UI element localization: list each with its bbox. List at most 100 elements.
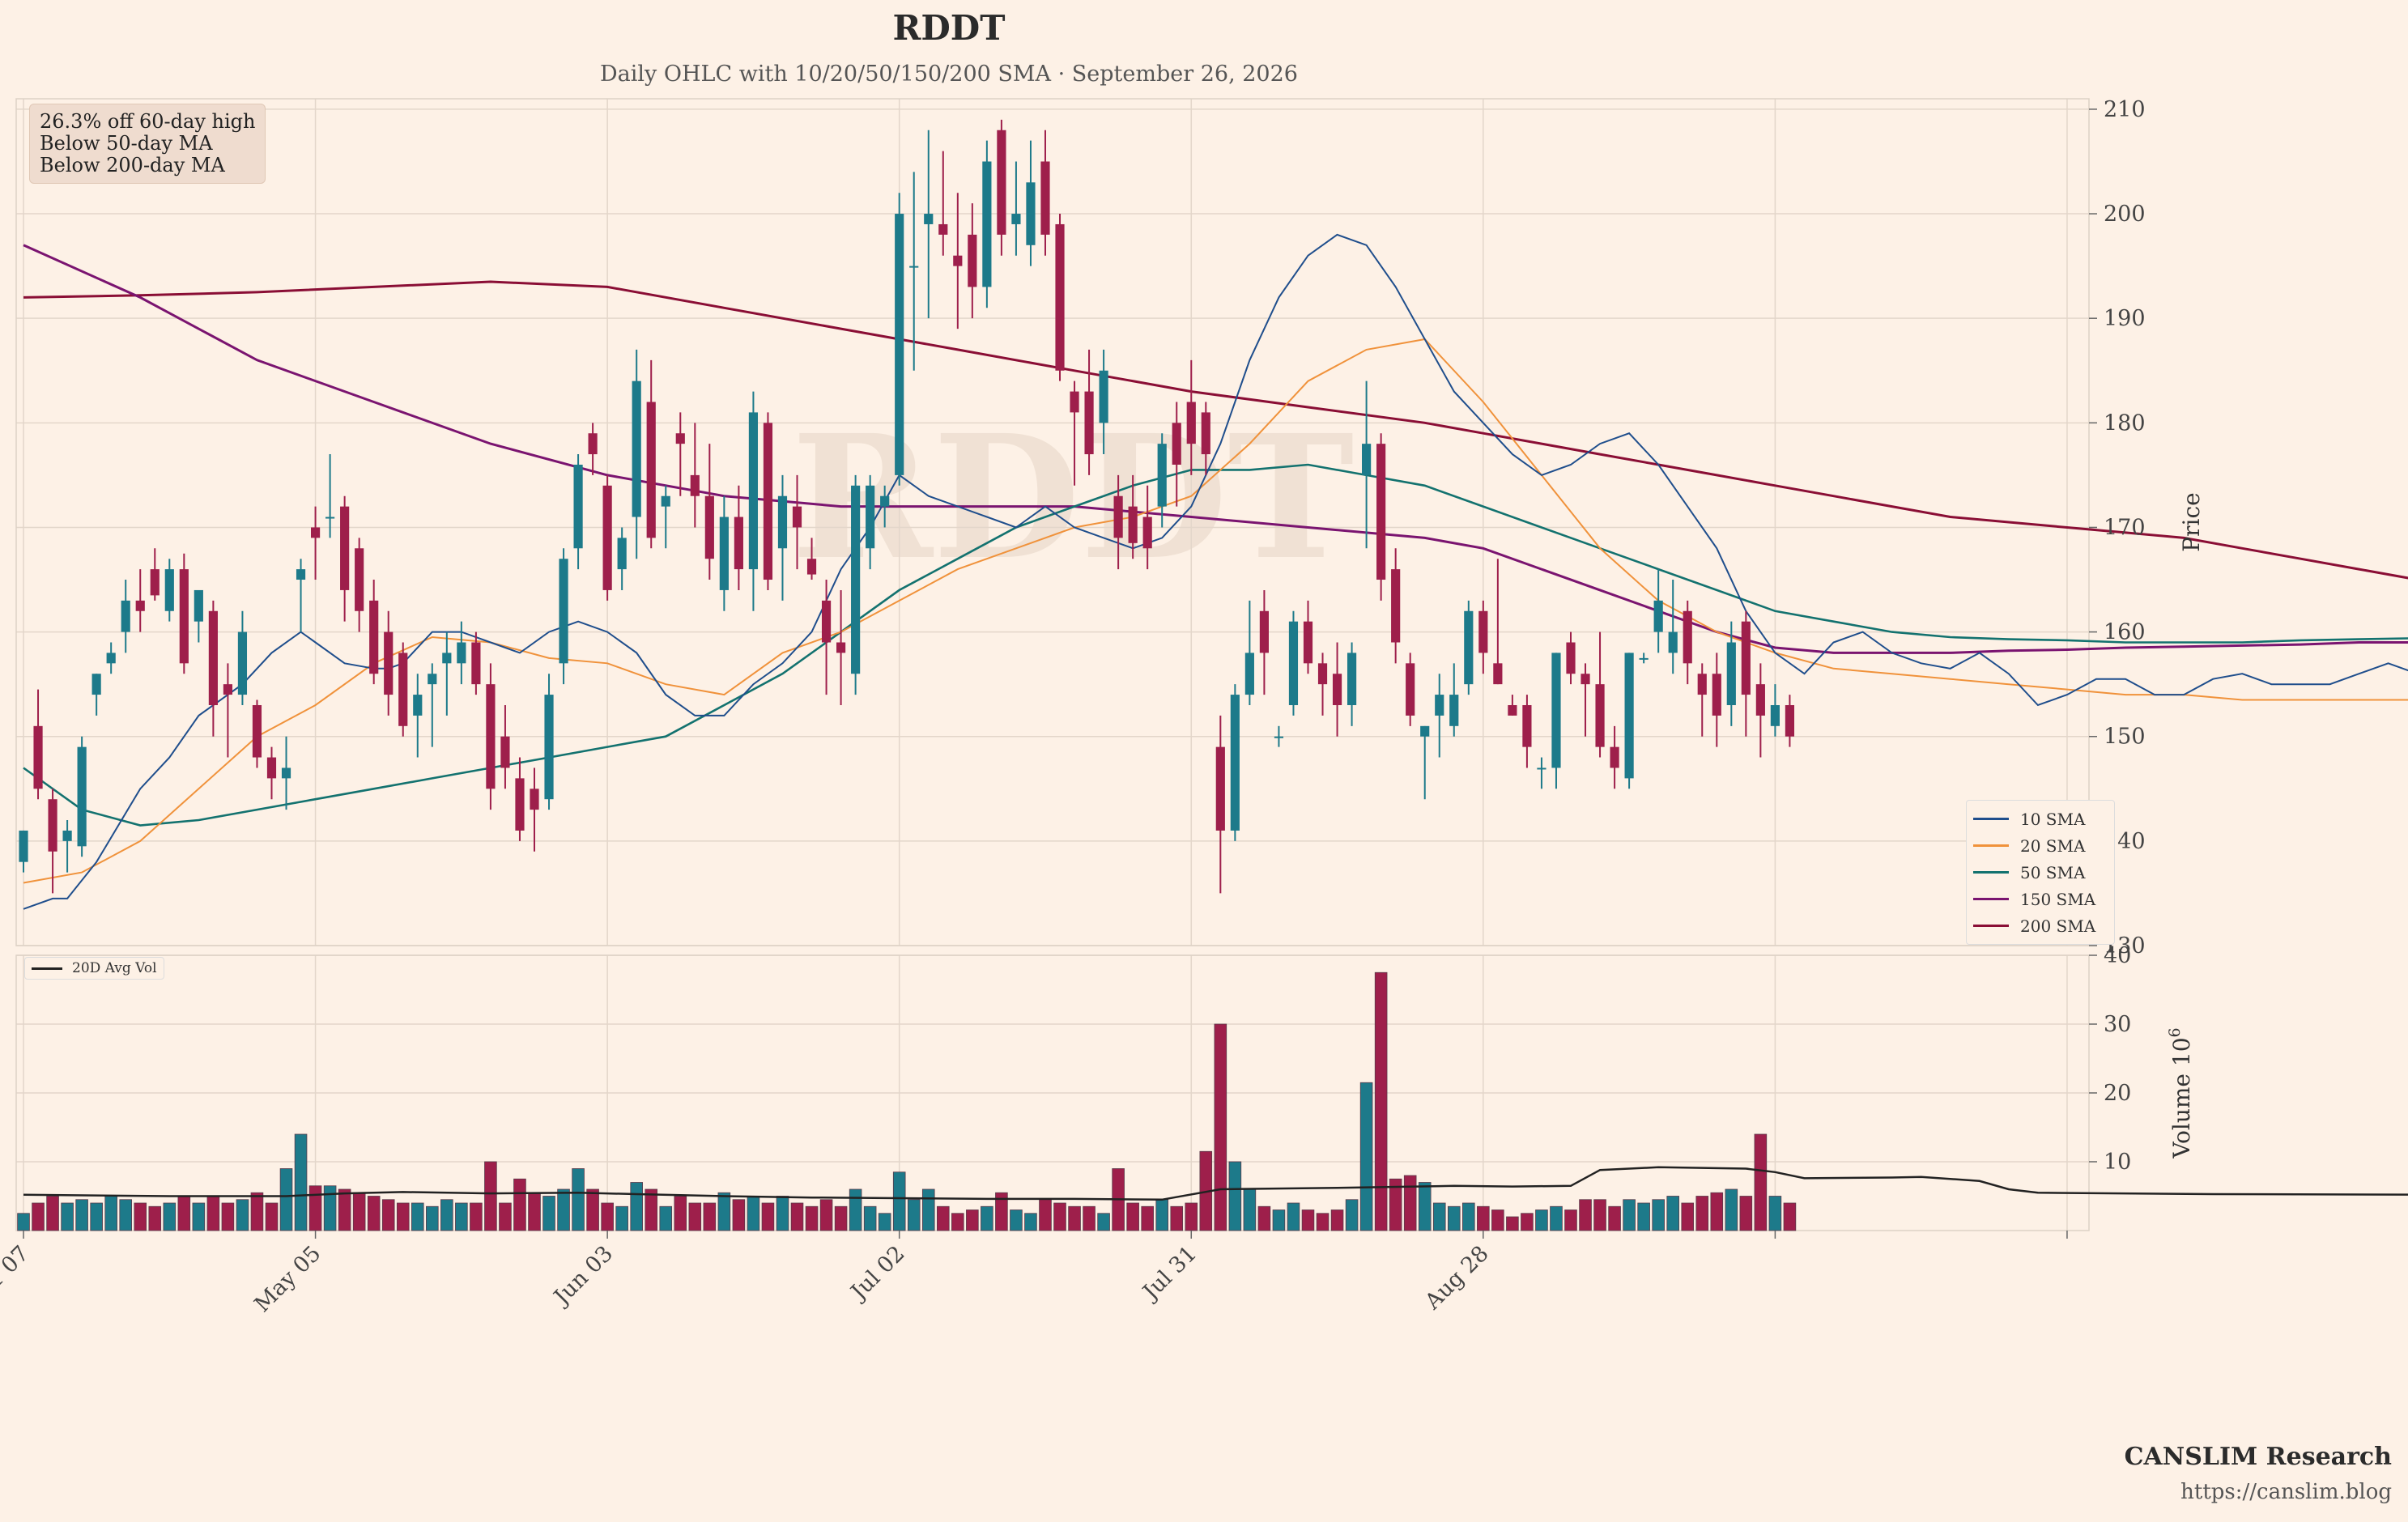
volume-bar bbox=[878, 1213, 891, 1231]
volume-bar bbox=[645, 1188, 658, 1231]
avg-volume-line bbox=[23, 1166, 2408, 1201]
candle-body bbox=[1376, 444, 1386, 580]
candle-body bbox=[91, 674, 101, 695]
volume-bar bbox=[1550, 1205, 1563, 1231]
candle-body bbox=[1011, 214, 1021, 224]
price-tick-label: 200 bbox=[2104, 202, 2146, 227]
candle-body bbox=[1566, 642, 1576, 674]
candle-body bbox=[486, 684, 496, 789]
volume-bar bbox=[601, 1202, 614, 1231]
volume-bar bbox=[134, 1202, 147, 1231]
candle-body bbox=[530, 789, 539, 810]
x-tick-label: Jun 03 bbox=[547, 1241, 618, 1312]
candle-body bbox=[1755, 684, 1765, 716]
candle-body bbox=[398, 653, 408, 726]
candles bbox=[19, 119, 1795, 894]
candle-body bbox=[121, 600, 130, 632]
candle-body bbox=[704, 495, 714, 559]
sma50-line bbox=[23, 463, 2408, 827]
volume-bar bbox=[32, 1202, 45, 1231]
x-tick-label: Aug 28 bbox=[1419, 1241, 1493, 1315]
volume-legend: 20D Avg Vol bbox=[24, 957, 164, 980]
annotation-line: 26.3% off 60-day high bbox=[40, 110, 256, 133]
volume-bar bbox=[1039, 1199, 1052, 1231]
chart-subtitle: Daily OHLC with 10/20/50/150/200 SMA · S… bbox=[600, 62, 1298, 87]
volume-bar bbox=[1535, 1210, 1548, 1231]
sma200-line bbox=[23, 280, 2408, 580]
candle-body bbox=[1172, 423, 1181, 465]
volume-bar bbox=[513, 1178, 526, 1231]
candle-body bbox=[821, 600, 832, 643]
volume-bar bbox=[250, 1192, 264, 1231]
candle-body bbox=[1274, 736, 1284, 738]
volume-bar bbox=[1623, 1199, 1636, 1231]
candle-body bbox=[1230, 695, 1240, 831]
volume-bar bbox=[1521, 1213, 1534, 1231]
volume-bar bbox=[688, 1202, 702, 1231]
candle-body bbox=[806, 559, 817, 575]
volume-bar bbox=[907, 1199, 921, 1231]
x-tick-label: Apr 07 bbox=[0, 1241, 34, 1312]
candle-body bbox=[1581, 674, 1590, 685]
candle-body bbox=[880, 495, 890, 507]
volume-bar bbox=[1316, 1213, 1330, 1231]
legend-swatch bbox=[1973, 818, 2009, 820]
legend-label: 50 SMA bbox=[2020, 862, 2086, 882]
candle-body bbox=[1259, 610, 1269, 653]
volume-bar bbox=[1564, 1210, 1577, 1231]
volume-bars bbox=[17, 971, 1797, 1231]
volume-bar bbox=[163, 1202, 177, 1231]
candle-body bbox=[223, 684, 232, 695]
volume-bar bbox=[747, 1196, 760, 1231]
candle-body bbox=[866, 485, 875, 549]
volume-bar bbox=[411, 1202, 424, 1231]
volume-bar bbox=[921, 1188, 935, 1231]
candle-body bbox=[1668, 631, 1678, 653]
volume-bar bbox=[1491, 1210, 1504, 1231]
volume-bar bbox=[61, 1202, 74, 1231]
volume-bar bbox=[586, 1188, 599, 1231]
candle-body bbox=[48, 799, 57, 852]
candle-body bbox=[573, 464, 583, 549]
candle-body bbox=[748, 412, 759, 570]
volume-bar bbox=[426, 1205, 439, 1231]
candle-body bbox=[1288, 621, 1299, 705]
candle-body bbox=[1522, 704, 1532, 747]
volume-bar bbox=[1710, 1192, 1724, 1231]
volume-bar bbox=[1228, 1161, 1242, 1231]
volume-bar bbox=[1330, 1210, 1344, 1231]
price-tick-label: 210 bbox=[2104, 97, 2146, 122]
volume-tick-label: 40 bbox=[2104, 943, 2131, 968]
candle-body bbox=[646, 402, 656, 538]
candle-body bbox=[938, 223, 948, 235]
candle-body bbox=[675, 433, 685, 444]
candle-body bbox=[208, 610, 218, 705]
x-axis: Apr 07 May 05 Jun 03 Jul 02 Jul 31 Aug 28 bbox=[0, 1231, 2068, 1317]
volume-axis: 10 20 30 40 bbox=[2089, 943, 2131, 1175]
legend-swatch bbox=[1973, 871, 2009, 874]
volume-tick-label: 10 bbox=[2104, 1150, 2131, 1175]
volume-bar bbox=[1083, 1205, 1096, 1231]
volume-tick-label: 30 bbox=[2104, 1012, 2131, 1037]
volume-bar bbox=[294, 1133, 308, 1231]
volume-bar bbox=[805, 1205, 819, 1231]
candle-body bbox=[719, 517, 729, 590]
candle-body bbox=[1449, 695, 1459, 726]
volume-bar bbox=[177, 1196, 191, 1231]
volume-bar bbox=[1432, 1202, 1446, 1231]
candle-body bbox=[1055, 223, 1065, 371]
candle-body bbox=[237, 631, 248, 695]
candle-body bbox=[953, 255, 963, 266]
candle-body bbox=[1493, 663, 1503, 685]
volume-bar bbox=[834, 1205, 848, 1231]
volume-bar bbox=[1301, 1210, 1315, 1231]
volume-bar bbox=[265, 1202, 279, 1231]
candle-body bbox=[1770, 704, 1780, 726]
legend-label: 20 SMA bbox=[2020, 835, 2086, 856]
candle-body bbox=[281, 767, 291, 779]
candle-body bbox=[106, 653, 116, 664]
volume-bar bbox=[790, 1202, 804, 1231]
volume-bar bbox=[381, 1199, 395, 1231]
legend-item-sma20: 20 SMA bbox=[1973, 832, 2108, 859]
volume-bar bbox=[1739, 1196, 1753, 1231]
